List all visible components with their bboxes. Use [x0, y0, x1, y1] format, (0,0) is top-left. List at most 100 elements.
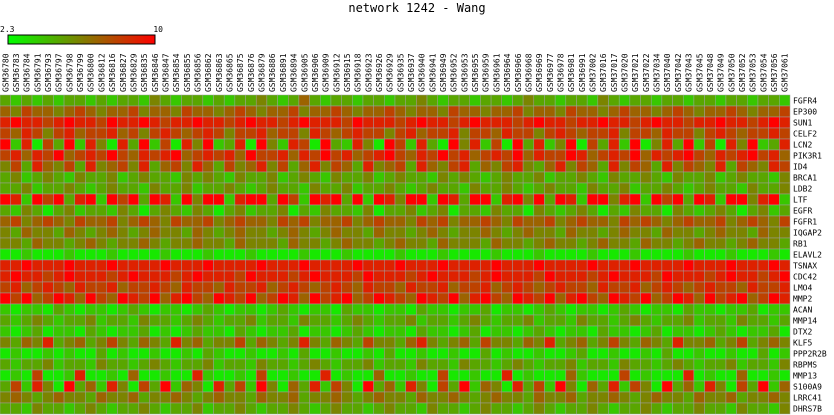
heatmap-cell	[672, 182, 684, 195]
heatmap-cell	[266, 138, 278, 151]
heatmap-cell	[352, 380, 364, 393]
column-label: GSM36959	[482, 53, 491, 92]
heatmap-cell	[725, 314, 737, 327]
heatmap-cell	[490, 347, 503, 360]
heatmap-cell	[63, 204, 75, 217]
heatmap-cell	[202, 237, 214, 250]
heatmap-cell	[117, 358, 129, 371]
heatmap-cell	[384, 105, 396, 118]
heatmap-cell	[277, 325, 289, 338]
heatmap-cell	[693, 259, 705, 272]
heatmap-cell	[127, 259, 140, 272]
heatmap-cell	[469, 204, 481, 217]
heatmap-cell	[106, 369, 118, 382]
heatmap-cell	[63, 138, 75, 151]
heatmap-cell	[533, 193, 545, 206]
column-label: GSM36912	[332, 53, 341, 92]
heatmap-cell	[330, 347, 342, 360]
heatmap-cell	[629, 314, 641, 327]
heatmap-cell	[426, 149, 438, 162]
heatmap-cell	[373, 160, 385, 173]
heatmap-cell	[533, 182, 545, 195]
heatmap-cell	[554, 116, 567, 129]
heatmap-cell	[682, 116, 695, 129]
heatmap-cell	[480, 259, 492, 272]
column-label: GSM36863	[215, 53, 224, 92]
heatmap-cell	[95, 347, 108, 360]
heatmap-cell	[85, 336, 97, 349]
heatmap-cell	[170, 281, 182, 294]
heatmap-cell	[586, 347, 599, 360]
row-label: EGFR	[793, 207, 812, 216]
heatmap-cell	[362, 380, 374, 393]
heatmap-cell	[448, 336, 460, 349]
heatmap-cell	[650, 270, 663, 283]
heatmap-cell	[149, 259, 161, 272]
heatmap-cell	[597, 259, 609, 272]
heatmap-cell	[725, 149, 737, 162]
heatmap-cell	[10, 204, 22, 217]
heatmap-cell	[693, 303, 705, 316]
heatmap-cell	[565, 94, 577, 107]
heatmap-cell	[53, 94, 65, 107]
column-label: GSM36812	[97, 53, 106, 92]
heatmap-cell	[352, 358, 364, 371]
heatmap-cell	[181, 347, 193, 360]
column-label: GSM36855	[183, 53, 192, 92]
heatmap-cell	[416, 402, 428, 415]
heatmap-cell	[693, 116, 705, 129]
heatmap-cell	[138, 325, 150, 338]
heatmap-cell	[544, 94, 556, 107]
heatmap-cell	[715, 270, 727, 283]
heatmap-cell	[362, 171, 374, 184]
heatmap-cell	[469, 171, 481, 184]
heatmap-cell	[522, 336, 535, 349]
heatmap-cell	[384, 303, 396, 316]
heatmap-cell	[480, 248, 492, 261]
heatmap-cell	[725, 325, 737, 338]
heatmap-cell	[736, 160, 748, 173]
heatmap-cell	[234, 182, 246, 195]
heatmap-cell	[394, 336, 406, 349]
heatmap-cell	[10, 193, 22, 206]
heatmap-cell	[618, 149, 631, 162]
heatmap-cell	[277, 380, 289, 393]
heatmap-cell	[458, 138, 470, 151]
heatmap-cell	[21, 182, 33, 195]
heatmap-cell	[757, 248, 769, 261]
heatmap-cell	[576, 193, 588, 206]
heatmap-cell	[223, 138, 236, 151]
heatmap-cell	[320, 314, 332, 327]
heatmap-cell	[149, 270, 161, 283]
heatmap-cell	[480, 292, 492, 305]
heatmap-cell	[266, 336, 278, 349]
heatmap-cell	[106, 105, 118, 118]
heatmap-cell	[480, 281, 492, 294]
heatmap-cell	[191, 391, 204, 404]
heatmap-cell	[287, 314, 300, 327]
heatmap-cell	[747, 248, 759, 261]
heatmap-cell	[63, 347, 75, 360]
heatmap-cell	[757, 292, 769, 305]
heatmap-cell	[747, 116, 759, 129]
heatmap-cell	[490, 303, 503, 316]
heatmap-cell	[223, 369, 236, 382]
heatmap-cell	[74, 347, 86, 360]
heatmap-cell	[234, 369, 246, 382]
row-label: LRRC41	[793, 394, 822, 403]
heatmap-cell	[629, 281, 641, 294]
heatmap-cell	[779, 292, 791, 305]
heatmap-cell	[213, 138, 225, 151]
heatmap-cell	[42, 402, 54, 415]
heatmap-cell	[138, 215, 150, 228]
heatmap-cell	[21, 94, 33, 107]
heatmap-cell	[448, 270, 460, 283]
heatmap-cell	[234, 138, 246, 151]
heatmap-cell	[31, 303, 43, 316]
heatmap-cell	[277, 105, 289, 118]
heatmap-cell	[469, 281, 481, 294]
heatmap-cell	[458, 281, 470, 294]
heatmap-cell	[320, 116, 332, 129]
heatmap-cell	[490, 281, 503, 294]
heatmap-cell	[394, 402, 406, 415]
